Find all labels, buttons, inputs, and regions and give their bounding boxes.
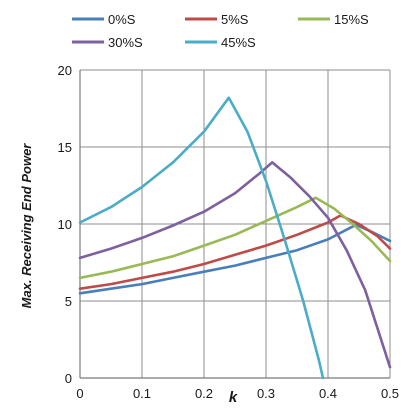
x-tick-label: 0.1 [133, 386, 151, 401]
y-axis-label: Max. Receiving End Power [19, 143, 34, 309]
x-tick-label: 0.2 [195, 386, 213, 401]
legend-label: 0%S [108, 12, 136, 27]
legend-label: 5%S [221, 12, 249, 27]
y-tick-label: 5 [65, 294, 72, 309]
series-line-30pct-s [78, 161, 392, 369]
legend: 0%S 5%S 15%S 30%S 45%S [72, 12, 369, 50]
series-line-15pct-s [78, 196, 392, 280]
legend-item: 45%S [185, 35, 256, 50]
tick-labels: 0 0.1 0.2 0.3 0.4 0.5 0 5 10 15 20 [58, 63, 400, 401]
x-tick-label: 0.5 [381, 386, 399, 401]
legend-label: 45%S [221, 35, 256, 50]
series-lines [78, 96, 392, 380]
x-axis-label: k [229, 389, 238, 406]
legend-label: 15%S [334, 12, 369, 27]
y-tick-label: 15 [58, 140, 72, 155]
series-line-5pct-s [78, 214, 392, 290]
legend-item: 0%S [72, 12, 136, 27]
series-line-45pct-s [78, 96, 325, 380]
y-tick-label: 0 [65, 371, 72, 386]
legend-item: 5%S [185, 12, 249, 27]
axes [79, 70, 390, 379]
grid [79, 69, 391, 379]
y-tick-label: 10 [58, 217, 72, 232]
x-tick-label: 0.3 [257, 386, 275, 401]
x-tick-label: 0.4 [319, 386, 337, 401]
x-tick-label: 0 [76, 386, 83, 401]
series-line-0pct-s [78, 223, 392, 295]
y-tick-label: 20 [58, 63, 72, 78]
legend-item: 30%S [72, 35, 143, 50]
legend-item: 15%S [298, 12, 369, 27]
legend-label: 30%S [108, 35, 143, 50]
